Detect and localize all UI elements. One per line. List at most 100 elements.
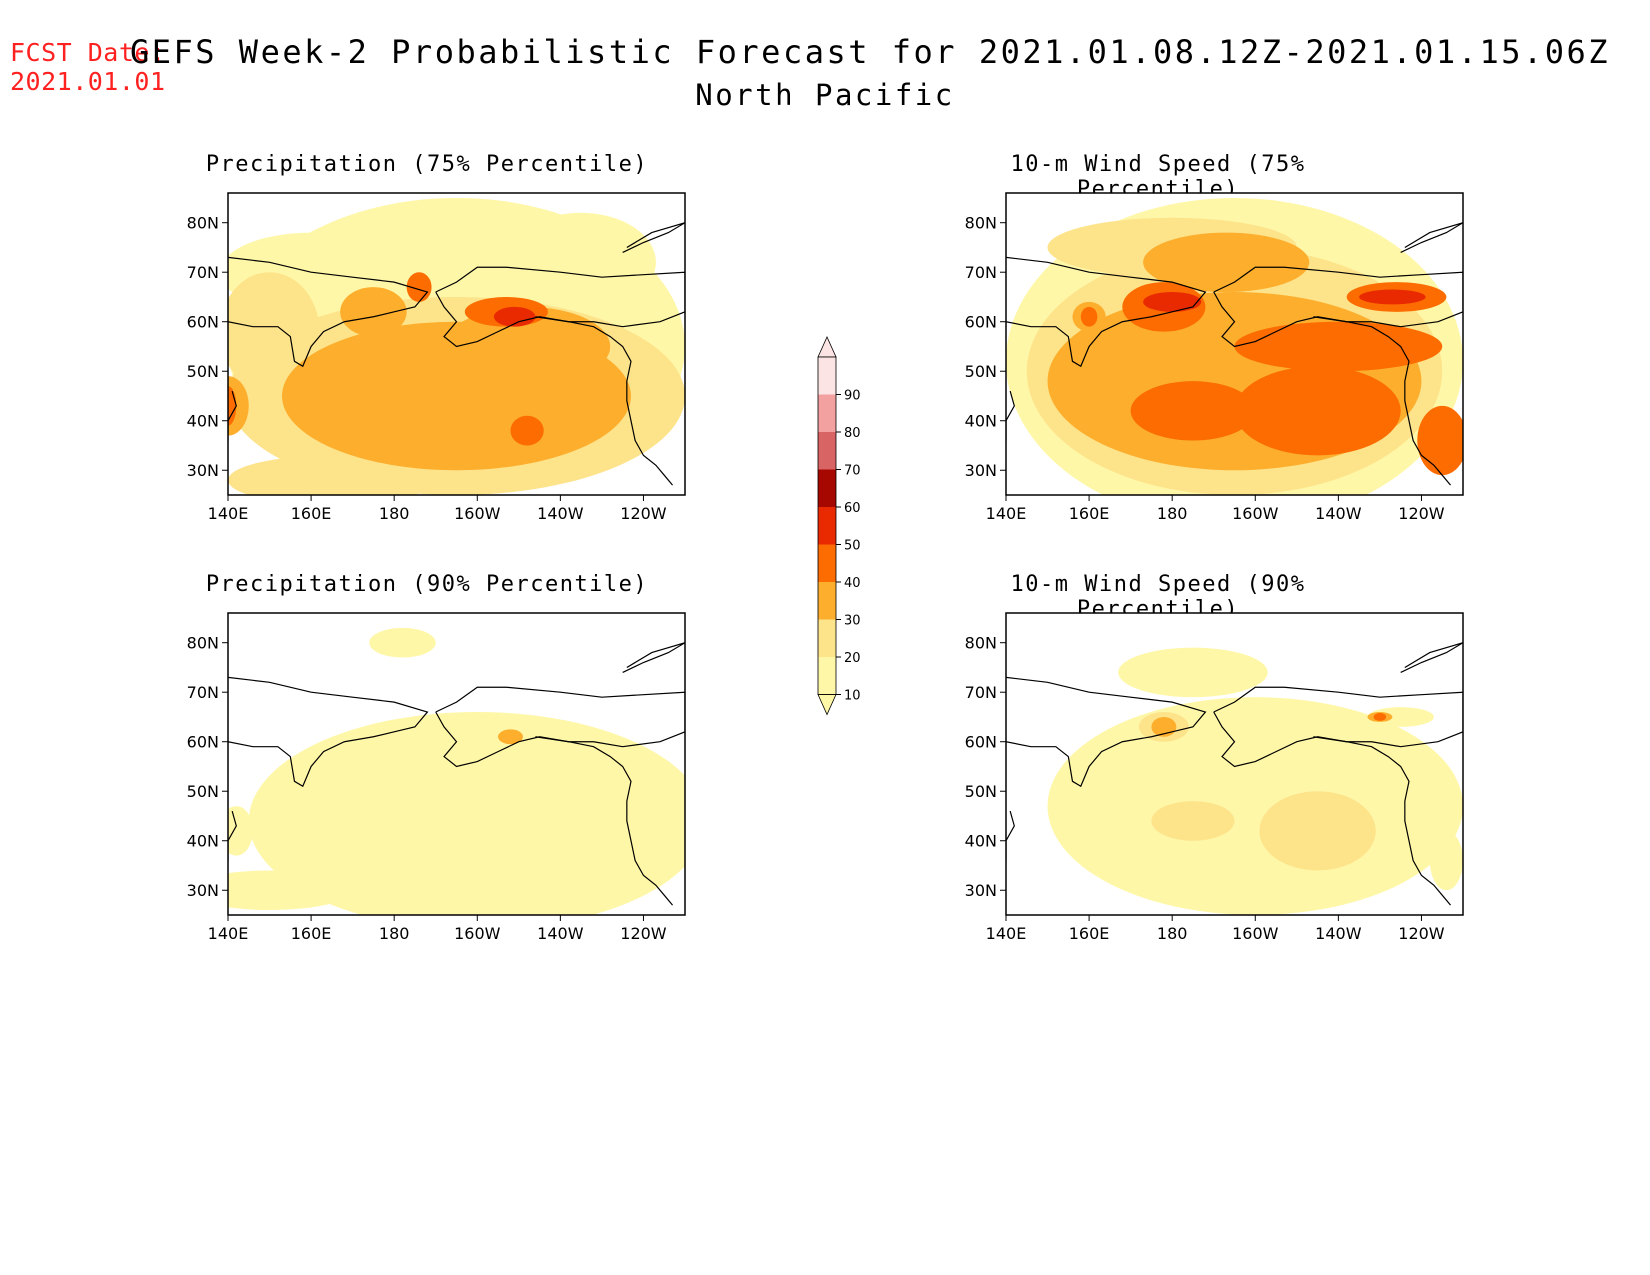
map-wind75: 140E 160E 180 160W 140W 120W 80N 70N 60N 50N 40N 30… — [965, 192, 1464, 523]
coastline-path — [1400, 222, 1463, 253]
shaded-field — [228, 627, 685, 915]
lon-tick-label: 140E — [208, 924, 249, 943]
coastline — [228, 642, 685, 906]
field-blob — [1047, 697, 1463, 915]
shaded-field — [1047, 647, 1463, 915]
lon-tick-label: 140W — [537, 504, 584, 523]
coastline-path — [1006, 810, 1015, 862]
lat-tick-label: 70N — [965, 683, 997, 702]
field-blob — [369, 627, 436, 658]
colorbar-label: 50 — [844, 539, 861, 554]
colorbar-swatch — [818, 357, 836, 395]
field-blob — [444, 306, 611, 387]
lon-tick-label: 120W — [620, 924, 667, 943]
colorbar-cap-bottom — [817, 694, 837, 716]
field-blob — [1143, 232, 1310, 293]
map-wind90: 140E 160E 180 160W 140W 120W 80N 70N 60N 50N 40N 30… — [965, 612, 1464, 943]
field-blob — [228, 806, 253, 856]
lon-tick-label: 180 — [379, 504, 410, 523]
colorbar-swatch — [818, 619, 836, 657]
lon-tick-label: 160W — [1232, 924, 1279, 943]
panel-title-wind90: 10-m Wind Speed (90% Percentile) — [1010, 572, 1306, 622]
coastline-path — [1400, 642, 1463, 673]
field-blob — [1080, 306, 1098, 327]
coastline-path — [435, 686, 685, 768]
lat-tick-label: 60N — [187, 313, 219, 332]
lon-tick-label: 160E — [291, 924, 332, 943]
field-blob — [1130, 381, 1256, 441]
fcst-date: 2021.01.01 — [10, 67, 166, 96]
coastline-path — [535, 736, 673, 906]
colorbar-label: 70 — [844, 464, 861, 479]
map-border — [227, 612, 686, 916]
field-blob — [506, 212, 656, 312]
lat-tick-label: 40N — [187, 412, 219, 431]
field-blob — [1417, 405, 1463, 476]
forecast-date-label: FCST Date: 2021.01.01 — [10, 38, 166, 96]
field-blob — [498, 729, 523, 745]
colorbar-label: 10 — [844, 689, 861, 704]
colorbar-label: 30 — [844, 614, 861, 629]
field-blob — [1143, 292, 1202, 312]
lat-tick-label: 60N — [965, 733, 997, 752]
lon-tick-label: 180 — [1157, 924, 1188, 943]
lat-tick-label: 60N — [965, 313, 997, 332]
field-blob — [248, 712, 685, 915]
lat-tick-label: 80N — [187, 634, 219, 653]
fcst-label: FCST Date: — [10, 38, 166, 67]
map-border — [1005, 612, 1464, 916]
coastline-path — [1213, 266, 1463, 348]
coastline-path — [1006, 256, 1207, 368]
coastline — [1006, 222, 1463, 486]
lat-tick-label: 80N — [965, 214, 997, 233]
panel-title-precip75: Precipitation (75% Percentile) — [205, 152, 649, 177]
lon-tick-label: 180 — [379, 924, 410, 943]
lon-tick-label: 140E — [208, 504, 249, 523]
lat-tick-label: 70N — [187, 263, 219, 282]
lon-tick-label: 140W — [1315, 924, 1362, 943]
lat-tick-label: 50N — [965, 782, 997, 801]
shaded-field — [1006, 198, 1463, 495]
coastline-path — [622, 642, 685, 673]
map-precip90: 140E 160E 180 160W 140W 120W 80N 70N 60N 50N 40N 30… — [187, 612, 686, 943]
colorbar-swatch — [818, 582, 836, 620]
lon-tick-label: 140W — [537, 924, 584, 943]
lon-tick-label: 120W — [1398, 924, 1445, 943]
coastline-path — [1313, 316, 1451, 486]
coastline-path — [622, 222, 685, 253]
field-blob — [228, 272, 320, 392]
lon-tick-label: 180 — [1157, 504, 1188, 523]
field-blob — [228, 386, 237, 426]
colorbar-label: 60 — [844, 501, 861, 516]
panel-title-precip90: Precipitation (90% Percentile) — [205, 572, 649, 597]
lon-tick-label: 160E — [291, 504, 332, 523]
lat-tick-label: 70N — [187, 683, 219, 702]
field-blob — [1367, 707, 1434, 727]
colorbar-swatch — [818, 507, 836, 545]
shaded-field — [228, 197, 685, 495]
lon-tick-label: 160W — [1232, 504, 1279, 523]
colorbar-swatch — [818, 657, 836, 695]
lon-tick-label: 140E — [986, 924, 1027, 943]
lat-tick-label: 30N — [965, 881, 997, 900]
coastline-path — [228, 256, 429, 368]
lon-tick-label: 120W — [620, 504, 667, 523]
lon-tick-label: 160W — [454, 504, 501, 523]
field-blob — [1234, 366, 1401, 456]
coastline-path — [1006, 390, 1015, 442]
field-blob — [1429, 830, 1463, 891]
lat-tick-label: 70N — [965, 263, 997, 282]
field-blob — [1259, 791, 1376, 871]
lon-tick-label: 140E — [986, 504, 1027, 523]
field-blob — [340, 287, 407, 337]
coastline-path — [435, 266, 685, 348]
lat-tick-label: 60N — [187, 733, 219, 752]
lon-tick-label: 120W — [1398, 504, 1445, 523]
colorbar-swatch — [818, 544, 836, 582]
field-blob — [228, 455, 436, 495]
coastline-path — [1213, 686, 1463, 768]
lat-tick-label: 40N — [187, 832, 219, 851]
coastline-path — [1313, 736, 1451, 906]
lat-tick-label: 40N — [965, 832, 997, 851]
colorbar: 10 20 30 40 50 60 70 80 90 — [817, 336, 861, 716]
